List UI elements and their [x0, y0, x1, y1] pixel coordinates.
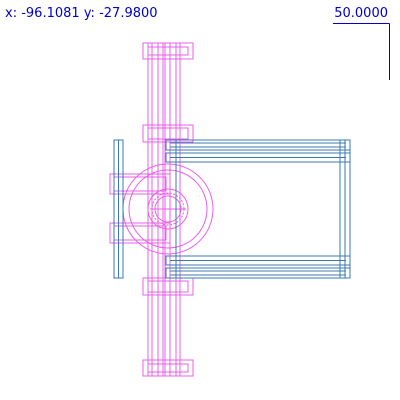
top-rail	[165, 139, 351, 151]
hub-key-upper	[109, 173, 171, 195]
hub-bore	[147, 188, 189, 230]
bottom-rail	[165, 267, 351, 279]
top-cap-inner	[147, 46, 189, 56]
upper-clamp-inner	[147, 127, 189, 140]
bottom-cap-inner	[147, 363, 189, 373]
lower-clamp-inner	[147, 280, 189, 293]
blue-frame	[113, 139, 351, 279]
cursor-coordinate-readout: x: -96.1081 y: -27.9800	[5, 6, 158, 22]
hub-key-lower	[109, 222, 171, 244]
x-value: -96.1081	[21, 6, 80, 21]
y-value: -27.9800	[99, 6, 158, 21]
hub-inner-ring	[128, 169, 208, 249]
bottom-cap	[142, 359, 194, 377]
y-label: y:	[83, 6, 95, 21]
top-cap	[142, 42, 194, 60]
hub-assembly	[109, 163, 214, 255]
x-label: x:	[5, 6, 18, 21]
upper-clamp	[142, 124, 194, 143]
scale-bar	[333, 23, 390, 80]
scale-label: 50.0000	[334, 6, 388, 21]
